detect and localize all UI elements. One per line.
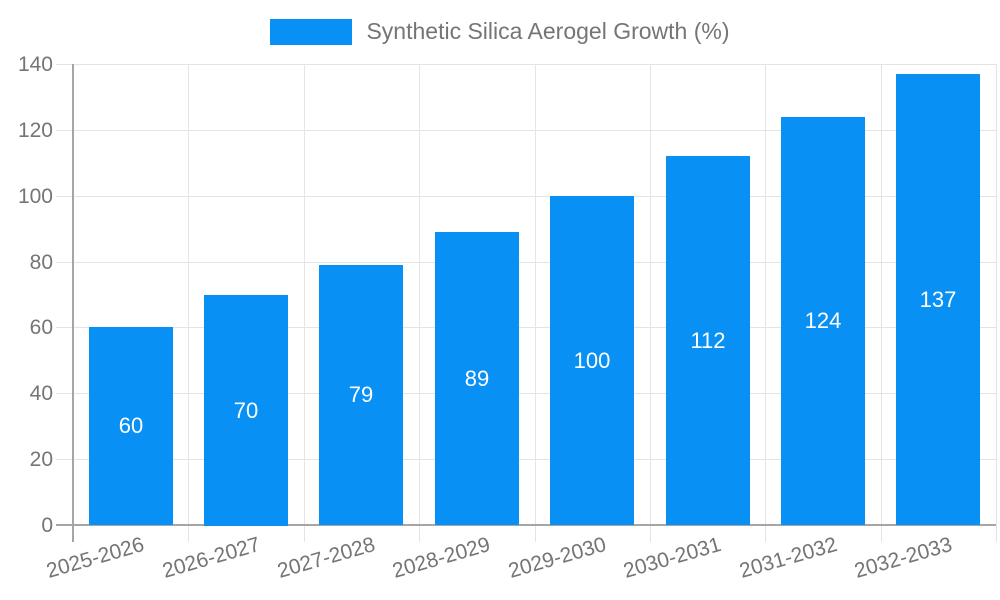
y-gridline [56,327,996,328]
chart-legend: Synthetic Silica Aerogel Growth (%) [0,18,1000,45]
x-axis-line [56,524,996,526]
y-gridline [56,393,996,394]
y-axis-tick-label: 100 [17,185,53,208]
y-axis-line [72,64,74,542]
bar-value-label: 112 [690,327,726,353]
x-axis-tick-label: 2027-2028 [274,533,378,583]
bar-value-label: 89 [464,365,490,391]
y-axis-tick-label: 40 [29,382,53,405]
legend-series-label: Synthetic Silica Aerogel Growth (%) [366,18,730,44]
x-gridline [881,64,882,542]
bar-2025-2026[interactable]: 60 [89,327,173,525]
x-gridline [650,64,651,542]
x-axis-tick-label: 2026-2027 [159,533,263,583]
bar-2029-2030[interactable]: 100 [550,196,634,525]
y-axis-tick-label: 20 [29,448,53,471]
bar-2032-2033[interactable]: 137 [896,74,980,525]
bar-value-label: 137 [919,286,957,312]
x-gridline [188,64,189,542]
x-gridline [535,64,536,542]
y-axis-tick-label: 80 [29,251,53,274]
x-axis-tick-label: 2031-2032 [736,533,840,583]
x-gridline [996,64,997,542]
bar-value-label: 124 [804,308,842,333]
x-gridline [765,64,766,542]
x-gridline [419,64,420,542]
y-gridline [56,262,996,263]
y-gridline [56,64,996,65]
bar-value-label: 79 [348,382,374,407]
y-axis-tick-label: 60 [29,316,53,339]
bar-2026-2027[interactable]: 70 [204,295,288,526]
legend-color-swatch-icon [270,18,353,45]
y-gridline [56,130,996,131]
y-axis-tick-label: 0 [41,514,53,537]
y-axis-tick-label: 140 [17,53,53,76]
x-axis-tick-label: 2028-2029 [390,533,494,583]
bar-2028-2029[interactable]: 89 [435,232,519,525]
y-gridline [56,459,996,460]
bar-2031-2032[interactable]: 124 [781,117,865,525]
bar-value-label: 70 [233,397,259,423]
y-gridline [56,196,996,197]
x-axis-tick-label: 2030-2031 [621,533,724,583]
x-axis-tick-label: 2025-2026 [44,533,148,583]
x-gridline [304,64,305,542]
x-axis-tick-label: 2029-2030 [505,533,609,583]
bar-value-label: 100 [573,347,611,373]
y-axis-tick-label: 120 [17,119,53,142]
bar-2030-2031[interactable]: 112 [666,156,750,525]
bar-2027-2028[interactable]: 79 [319,265,403,525]
x-axis-tick-label: 2032-2033 [851,533,955,583]
bar-value-label: 60 [118,413,144,438]
